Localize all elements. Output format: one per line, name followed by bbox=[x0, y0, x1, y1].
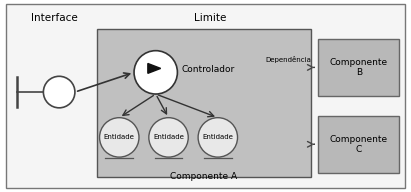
Circle shape bbox=[44, 76, 75, 108]
Bar bbox=[319, 39, 399, 96]
Text: Limite: Limite bbox=[194, 13, 226, 23]
Text: Controlador: Controlador bbox=[181, 65, 235, 74]
Text: Componente A: Componente A bbox=[171, 172, 238, 181]
Text: Entidade: Entidade bbox=[104, 134, 135, 140]
Polygon shape bbox=[148, 64, 161, 73]
Text: Dependência: Dependência bbox=[266, 56, 312, 64]
Text: Componente
B: Componente B bbox=[330, 58, 388, 77]
Circle shape bbox=[149, 118, 188, 157]
Bar bbox=[319, 116, 399, 173]
Circle shape bbox=[134, 51, 178, 94]
Bar bbox=[97, 29, 312, 177]
Text: Interface: Interface bbox=[31, 13, 78, 23]
Text: Entidade: Entidade bbox=[202, 134, 233, 140]
Text: Entidade: Entidade bbox=[153, 134, 184, 140]
Circle shape bbox=[198, 118, 238, 157]
Circle shape bbox=[99, 118, 139, 157]
Text: Componente
C: Componente C bbox=[330, 135, 388, 154]
